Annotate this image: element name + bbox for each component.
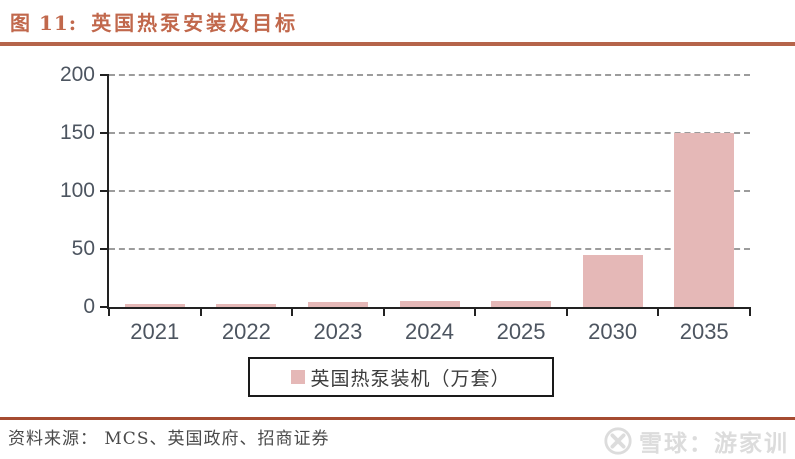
bar-2025 [491, 300, 552, 307]
x-axis-label: 2023 [313, 319, 363, 344]
bar-2024 [399, 301, 460, 307]
x-axis-label: 2022 [221, 319, 271, 344]
gridline-200 [109, 74, 750, 76]
y-axis-tick [100, 248, 109, 250]
bar-2021 [124, 303, 185, 307]
title-underline [0, 42, 795, 46]
x-axis-tick [474, 307, 477, 316]
bar-2035 [674, 133, 735, 307]
x-axis-tick [565, 307, 568, 316]
x-axis-label: 2024 [405, 319, 454, 344]
legend: 英国热泵装机（万套） [248, 357, 554, 397]
x-axis-tick [657, 307, 660, 316]
x-axis-label: 2025 [496, 319, 546, 344]
x-axis-tick [108, 307, 110, 316]
source-note: 资料来源： MCS、英国政府、招商证券 [8, 429, 330, 449]
y-axis-tick [100, 190, 109, 192]
footer-divider [0, 417, 795, 420]
y-axis-label: 50 [71, 237, 95, 260]
figure-title: 图 11: 英国热泵安装及目标 [10, 7, 298, 36]
xueqiu-logo-icon [604, 427, 632, 455]
x-axis-label: 2035 [679, 319, 729, 344]
figure-name: 英国热泵安装及目标 [91, 11, 299, 35]
gridline-100 [109, 190, 750, 192]
legend-marker [291, 370, 306, 384]
gridline-150 [109, 132, 750, 134]
y-axis-tick [100, 306, 109, 308]
y-axis-tick [100, 132, 109, 134]
plot-area: 0 50 100 150 200 2021 2022 2023 2024 2025 2030 2035 [60, 63, 751, 344]
watermark: 雪球：游家训 [603, 424, 789, 458]
legend-label: 英国热泵装机（万套） [310, 367, 511, 390]
y-axis-label: 200 [59, 63, 95, 86]
watermark-text: 雪球：游家训 [639, 430, 789, 456]
y-axis-label: 150 [59, 121, 95, 144]
y-axis-tick [100, 74, 109, 76]
bar-2030 [582, 254, 643, 307]
y-axis-label: 100 [59, 179, 95, 202]
x-axis-label: 2021 [130, 319, 180, 344]
gridline-50 [109, 248, 750, 250]
bar-2022 [216, 303, 277, 307]
bar-2023 [307, 302, 368, 307]
x-axis-tick [291, 307, 294, 316]
x-axis-tick [199, 307, 202, 316]
x-axis-tick [382, 307, 385, 316]
x-axis-tick [749, 307, 751, 316]
figure-number: 图 11: [10, 11, 78, 35]
x-axis-label: 2030 [588, 319, 638, 344]
y-axis-label: 0 [83, 295, 95, 318]
